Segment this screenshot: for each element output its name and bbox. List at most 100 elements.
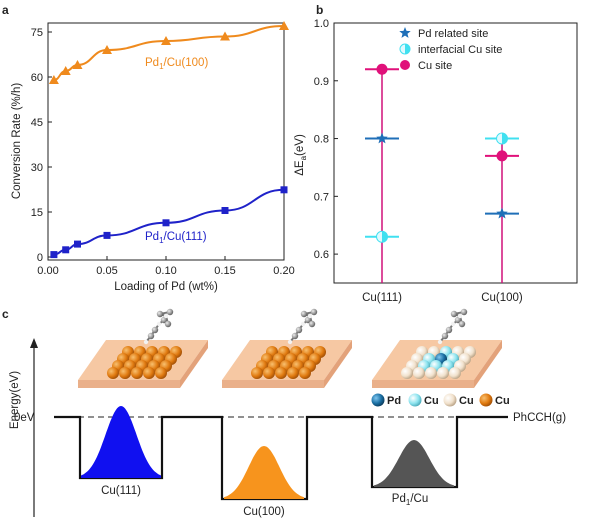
well-label-cu100: Cu(100) [243, 506, 285, 518]
atom-legend-swatch [479, 393, 493, 407]
data-point-triangle [161, 36, 171, 45]
molecule-atom [454, 316, 462, 324]
peak-pd1cu [374, 440, 454, 487]
panel-b-letter: b [316, 3, 323, 17]
y-tick-label: 45 [31, 117, 43, 129]
chart-a: 0.00 0.05 0.10 0.15 0.20 0 15 30 45 60 75 Loading … [11, 21, 295, 293]
molecule-atom [295, 326, 303, 334]
atom [299, 367, 311, 379]
chart-a-ylabel: Conversion Rate (%/h) [11, 83, 23, 199]
y-tick-label: 0.8 [314, 134, 329, 146]
atom [437, 367, 449, 379]
slab-cu100 [222, 308, 352, 388]
chart-b-frame [333, 22, 578, 284]
atom [449, 367, 461, 379]
well-label-cu111: Cu(111) [101, 485, 141, 497]
atom [107, 367, 119, 379]
x-tick-label: 0.05 [96, 265, 117, 277]
x-tick-label: 0.00 [37, 265, 58, 277]
molecule-atom [450, 310, 458, 318]
molecule-atom [164, 320, 172, 328]
x-tick-label: 0.10 [155, 265, 176, 277]
data-point-star [496, 207, 508, 219]
atom [119, 367, 131, 379]
chart-a-xlabel: Loading of Pd (wt%) [114, 281, 218, 293]
molecule-atom [287, 339, 293, 345]
atom [263, 367, 275, 379]
atom [401, 367, 413, 379]
slab-side [180, 340, 208, 388]
x-tick-label: 0.20 [273, 265, 294, 277]
legend-label: Cu site [418, 60, 452, 72]
data-point-half-fill [502, 133, 508, 145]
molecule-atom [441, 332, 449, 340]
y-tick-label: 0.9 [314, 76, 329, 88]
legend-circle [400, 60, 410, 70]
y-tick-label: 1.0 [314, 18, 329, 30]
legend-star [399, 27, 411, 38]
molecule-atom [163, 313, 169, 319]
molecule-atom [291, 332, 299, 340]
category-label: Cu(100) [481, 292, 523, 304]
slab-front [372, 380, 474, 388]
data-point-triangle [60, 66, 71, 75]
phcch-label: PhCCH(g) [513, 412, 566, 424]
molecule-atom [304, 316, 312, 324]
data-point-square [162, 219, 170, 227]
atom-legend-label: Cu [424, 395, 439, 407]
y-tick-label: 30 [31, 162, 43, 174]
molecule-atom [156, 310, 164, 318]
molecule-atom [166, 308, 174, 316]
slab-pd1cu [372, 308, 502, 388]
molecule-atom [156, 321, 162, 327]
atom-legend-swatch [371, 393, 385, 407]
atom [131, 367, 143, 379]
legend-label: Pd related site [418, 28, 488, 40]
panel-a-letter: a [2, 3, 9, 17]
energy-axis-arrow [30, 338, 38, 348]
molecule-atom [458, 320, 466, 328]
atom [251, 367, 263, 379]
peak-cu100 [224, 446, 304, 499]
legend-half-fill [405, 44, 410, 54]
series-label-pd1cu100: Pd1/Cu(100) [145, 57, 208, 71]
molecule-atom [460, 308, 468, 316]
slab-front [222, 380, 324, 388]
atom [275, 367, 287, 379]
y-tick-label: 0.6 [314, 249, 329, 261]
molecule-atom [300, 310, 308, 318]
atom-legend-label: Pd [387, 395, 401, 407]
y-tick-label: 60 [31, 72, 43, 84]
molecule-atom [143, 339, 149, 345]
atom-legend-swatch [443, 393, 457, 407]
atom [155, 367, 167, 379]
legend-label: interfacial Cu site [418, 44, 502, 56]
atom [287, 367, 299, 379]
slab-side [474, 340, 502, 388]
data-point-square [62, 246, 70, 254]
molecule-atom [300, 321, 306, 327]
y-tick-label: 75 [31, 27, 43, 39]
data-point-square [74, 240, 81, 248]
data-point-triangle [220, 31, 230, 41]
y-tick-label: 15 [31, 207, 43, 219]
data-point-triangle [48, 75, 59, 84]
atom-legend-label: Cu [495, 395, 510, 407]
data-point-triangle [72, 60, 83, 69]
molecule-atom [308, 320, 316, 328]
zero-ev-label: 0eV [14, 412, 35, 424]
molecule-atom [151, 326, 159, 334]
slab-front [78, 380, 180, 388]
atom-legend-swatch [408, 393, 422, 407]
chart-b: 0.6 0.7 0.8 0.9 1.0 Cu(111) Cu(100) Pd related… [294, 18, 578, 304]
molecule-atom [457, 313, 463, 319]
diagram-c: Energy(eV) 0eV PhCCH(g) Cu(111) Cu(100) … [9, 308, 566, 518]
peak-cu111 [81, 406, 161, 478]
data-point-circle [376, 63, 388, 75]
series-label-pd1cu111: Pd1/Cu(111) [145, 231, 207, 245]
slab-side [324, 340, 352, 388]
data-point-circle [496, 150, 508, 162]
atom [413, 367, 425, 379]
molecule-atom [445, 326, 453, 334]
data-point-square [221, 207, 229, 214]
